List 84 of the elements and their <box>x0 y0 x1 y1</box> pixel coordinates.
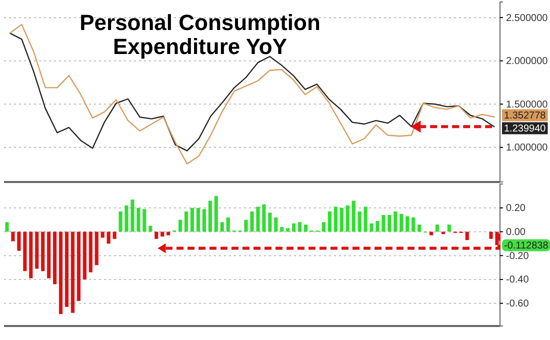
y-tick-label: 2.000000 <box>506 56 548 68</box>
bar <box>154 232 158 239</box>
bar <box>124 205 128 232</box>
bar <box>226 217 230 232</box>
y-tick-label: -0.40 <box>506 274 530 286</box>
bar <box>304 224 308 232</box>
y-tick-label: -0.20 <box>506 250 530 262</box>
bar <box>244 220 248 232</box>
bar <box>190 208 194 232</box>
bar <box>340 208 344 232</box>
bar <box>418 224 422 232</box>
bar <box>364 206 368 232</box>
bar <box>412 217 416 232</box>
bar <box>118 211 122 232</box>
bar <box>435 224 440 232</box>
bar <box>406 216 410 232</box>
bar <box>70 232 75 313</box>
bar <box>41 232 45 272</box>
bar <box>280 226 284 232</box>
bar <box>489 232 493 239</box>
bar <box>352 200 356 232</box>
bar <box>370 223 374 232</box>
bar <box>382 215 386 232</box>
bar <box>100 232 104 238</box>
bar <box>160 232 164 237</box>
bar <box>214 196 218 232</box>
bar <box>166 232 170 236</box>
y-tick-label: 2.500000 <box>506 12 548 24</box>
bar <box>130 200 134 232</box>
bar <box>465 232 469 240</box>
y-tick-label: 0.00 <box>506 226 526 238</box>
bar <box>298 222 302 232</box>
bar <box>178 220 182 232</box>
bar <box>394 211 398 232</box>
text: 1.239940 <box>504 124 546 135</box>
bar <box>429 232 434 236</box>
bar <box>58 232 63 314</box>
bar <box>35 232 39 269</box>
bar <box>322 222 326 232</box>
bar <box>94 232 98 266</box>
bar <box>5 222 9 232</box>
bar <box>328 211 332 232</box>
bar <box>358 211 362 232</box>
bar <box>47 232 51 278</box>
bar <box>64 232 69 307</box>
bar <box>400 214 404 232</box>
bar <box>334 206 338 232</box>
y-tick-label: -0.60 <box>506 298 530 310</box>
text: 1.352778 <box>504 110 546 122</box>
bar <box>388 215 392 232</box>
bar <box>208 200 212 232</box>
bar <box>88 232 92 272</box>
bar <box>17 232 21 251</box>
bar <box>268 212 272 232</box>
bar <box>274 217 278 232</box>
bar <box>184 211 188 232</box>
y-tick-label: 1.000000 <box>506 142 548 154</box>
bar <box>106 232 110 244</box>
bar <box>262 204 266 232</box>
bar <box>441 232 446 234</box>
bar <box>196 208 200 232</box>
bar <box>256 206 260 232</box>
bar <box>447 224 451 232</box>
y-tick-label: 0.20 <box>506 203 526 214</box>
bar <box>286 228 290 232</box>
bar <box>250 211 254 232</box>
bar <box>292 223 296 232</box>
bar <box>136 208 140 232</box>
bar <box>346 205 350 232</box>
bar <box>376 220 380 232</box>
bar <box>23 232 27 272</box>
bar <box>82 232 86 280</box>
text: Personal Consumption Expenditure YoY <box>80 10 320 59</box>
y-tick-label: 1.500000 <box>506 99 548 110</box>
bar <box>220 222 224 232</box>
bar <box>202 209 206 232</box>
text: -0.112838 <box>504 240 549 252</box>
bar <box>11 232 15 242</box>
bar <box>142 209 146 232</box>
bar <box>76 232 80 301</box>
bar <box>29 232 33 278</box>
bar <box>148 226 152 232</box>
bar <box>112 232 116 239</box>
bar <box>53 232 57 284</box>
